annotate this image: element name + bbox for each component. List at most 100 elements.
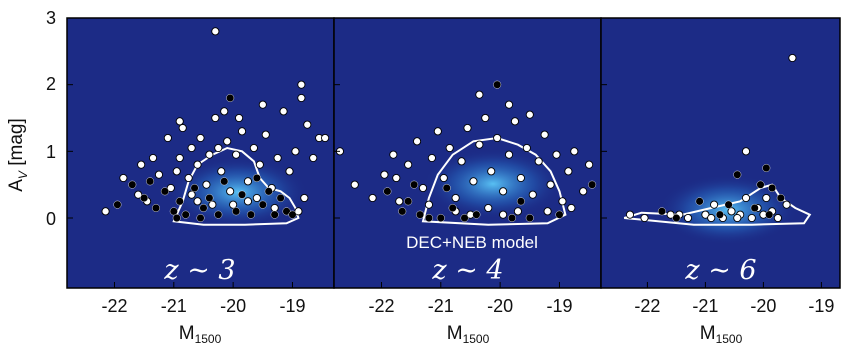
open-data-point: [211, 27, 220, 36]
open-data-point: [773, 213, 782, 223]
open-data-point: [499, 187, 508, 196]
open-data-point: [303, 120, 312, 129]
open-data-point: [451, 193, 460, 203]
x-axis-label: M1500: [179, 323, 222, 346]
open-data-point: [148, 153, 158, 163]
x-tick-label: -20: [750, 296, 776, 316]
x-tick-labels: -22 -21 -20 -19: [634, 282, 834, 316]
filled-data-point: [199, 203, 208, 212]
open-data-point: [243, 177, 253, 186]
filled-data-point: [220, 177, 229, 186]
open-data-point: [570, 147, 579, 156]
panel-background: [66, 17, 335, 289]
filled-data-point: [776, 193, 785, 202]
filled-data-point: [181, 210, 190, 219]
open-data-point: [504, 100, 514, 109]
x-tick-label: -21: [692, 296, 718, 316]
x-axis-label: M1500: [447, 323, 490, 346]
panel-z6: z ∼ 6 -22 -21 -20 -19: [600, 17, 841, 316]
filled-data-point: [410, 180, 419, 189]
open-data-point: [484, 203, 493, 213]
open-data-point: [243, 197, 253, 206]
open-data-point: [232, 150, 241, 159]
y-tick-label: 2: [46, 74, 56, 94]
open-data-point: [184, 173, 193, 183]
open-data-point: [427, 153, 436, 163]
filled-data-point: [493, 80, 502, 89]
open-data-point: [558, 197, 567, 206]
open-data-point: [469, 177, 478, 186]
filled-data-point: [525, 213, 534, 222]
filled-data-point: [146, 177, 155, 186]
open-data-point: [389, 150, 398, 159]
open-data-point: [741, 147, 751, 156]
open-data-point: [178, 123, 187, 133]
open-data-point: [457, 157, 466, 166]
open-data-point: [193, 160, 202, 169]
filled-data-point: [128, 180, 137, 189]
open-data-point: [727, 207, 736, 216]
open-data-point: [255, 160, 264, 169]
open-data-point: [285, 167, 294, 176]
panel-marks: [334, 17, 597, 226]
model-annotation: DEC+NEB model: [406, 233, 538, 252]
open-data-point: [522, 143, 531, 153]
filled-data-point: [205, 193, 214, 202]
open-data-point: [223, 137, 232, 146]
panel-z4: DEC+NEB model z ∼ 4 -22 -21 -20 -19: [333, 17, 602, 316]
open-data-point: [154, 170, 164, 179]
open-data-point: [258, 100, 267, 109]
open-data-point: [202, 180, 211, 189]
open-data-point: [439, 173, 448, 183]
filled-data-point: [657, 207, 666, 216]
open-data-point: [404, 160, 413, 169]
filled-data-point: [246, 210, 255, 219]
open-data-point: [119, 173, 128, 183]
open-data-point: [297, 93, 306, 103]
open-data-point: [683, 213, 693, 223]
open-data-point: [279, 107, 288, 116]
open-data-point: [294, 207, 303, 216]
filled-data-point: [190, 183, 199, 192]
filled-data-point: [460, 213, 469, 222]
open-data-point: [211, 113, 220, 123]
filled-data-point: [724, 200, 733, 209]
panel-redshift-label: z ∼ 6: [684, 255, 756, 286]
open-data-point: [350, 180, 359, 189]
open-data-point: [175, 153, 184, 163]
filled-data-point: [175, 197, 184, 206]
open-data-point: [321, 133, 330, 143]
filled-data-point: [258, 200, 267, 209]
filled-data-point: [276, 193, 285, 202]
open-data-point: [552, 150, 561, 159]
open-data-point: [579, 187, 588, 196]
open-data-point: [540, 130, 549, 139]
filled-data-point: [214, 210, 223, 219]
open-data-point: [214, 143, 223, 153]
x-tick-label: -19: [279, 296, 305, 316]
open-data-point: [534, 157, 543, 166]
density-glow-blob: [422, 148, 563, 219]
open-data-point: [543, 207, 552, 216]
open-data-point: [747, 213, 756, 223]
open-data-point: [270, 203, 279, 213]
open-data-point: [733, 213, 742, 223]
filled-data-point: [288, 210, 297, 219]
filled-data-point: [555, 210, 564, 219]
filled-data-point: [140, 193, 149, 202]
open-data-point: [187, 143, 196, 153]
open-data-point: [707, 213, 716, 223]
filled-data-point: [508, 213, 517, 222]
x-tick-labels: -22 -21 -20 -19: [101, 282, 305, 316]
open-data-point: [226, 187, 235, 196]
filled-data-point: [695, 197, 704, 206]
filled-data-point: [472, 210, 481, 219]
open-data-point: [463, 123, 472, 133]
open-data-point: [101, 207, 110, 216]
open-data-point: [782, 200, 791, 209]
open-data-point: [229, 200, 238, 209]
open-data-point: [741, 193, 751, 203]
filled-data-point: [750, 203, 759, 212]
open-data-point: [413, 137, 422, 146]
